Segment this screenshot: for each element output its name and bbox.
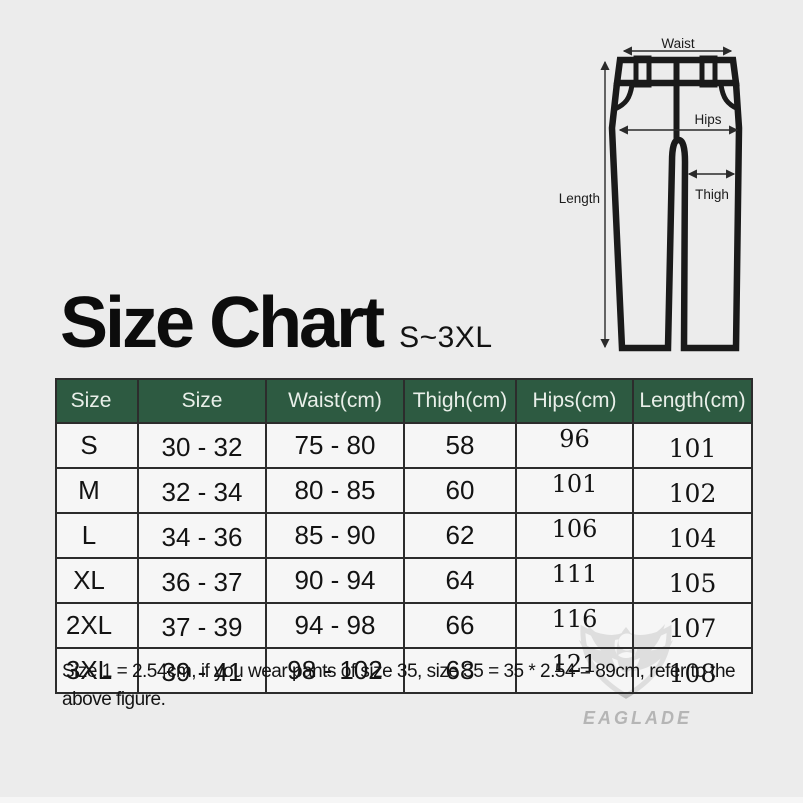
cell-size-range: 32 - 34	[137, 467, 267, 514]
cell-waist: 80 - 85	[265, 467, 405, 514]
cell-size-range: 39 - 41	[137, 647, 267, 694]
column-header-thigh: Thigh(cm)	[403, 378, 517, 424]
diagram-waist-label: Waist	[661, 36, 694, 51]
brand-name: EAGLADE	[583, 708, 693, 728]
cell-size-range: 30 - 32	[137, 422, 267, 469]
table-row-xl: XL 36 - 37 90 - 94 64 111 105	[55, 557, 753, 604]
cell-size: M	[55, 467, 139, 514]
cell-size-range: 36 - 37	[137, 557, 267, 604]
column-header-waist: Waist(cm)	[265, 378, 405, 424]
cell-hips: 101	[515, 467, 634, 514]
diagram-thigh-label: Thigh	[695, 187, 729, 202]
cell-waist: 94 - 98	[265, 602, 405, 649]
cell-size: XL	[55, 557, 139, 604]
title-block: Size Chart S~3XL	[60, 287, 493, 359]
table-row-m: M 32 - 34 80 - 85 60 101 102	[55, 467, 753, 514]
footnote: Size 1 = 2.54cm, if you wear pants of si…	[62, 658, 774, 714]
cell-length: 107	[632, 602, 753, 649]
column-header-hips: Hips(cm)	[515, 378, 634, 424]
cell-waist: 75 - 80	[265, 422, 405, 469]
measurement-arrows	[600, 46, 739, 349]
cell-length: 104	[632, 512, 753, 559]
cell-thigh: 66	[403, 602, 517, 649]
cell-length: 102	[632, 467, 753, 514]
cell-waist: 98 - 102	[265, 647, 405, 694]
cell-thigh: 60	[403, 467, 517, 514]
cell-thigh: 62	[403, 512, 517, 559]
cell-hips: 111	[515, 557, 634, 604]
table-header-row: Size Size Waist(cm) Thigh(cm) Hips(cm) L…	[55, 378, 753, 424]
table-row-3xl: 3XL 39 - 41 98 - 102 68 121 108	[55, 647, 753, 694]
size-table: Size Size Waist(cm) Thigh(cm) Hips(cm) L…	[55, 378, 753, 694]
cell-length: 108	[632, 647, 753, 694]
column-header-size-range: Size	[137, 378, 267, 424]
cell-thigh: 64	[403, 557, 517, 604]
page-title: Size Chart	[60, 283, 385, 363]
pants-outline	[608, 55, 743, 352]
cell-hips: 106	[515, 512, 634, 559]
table-row-l: L 34 - 36 85 - 90 62 106 104	[55, 512, 753, 559]
cell-size: 3XL	[55, 647, 139, 694]
cell-hips: 116	[515, 602, 634, 649]
table-row-2xl: 2XL 37 - 39 94 - 98 66 116 107	[55, 602, 753, 649]
cell-size: S	[55, 422, 139, 469]
pants-measurement-diagram: Waist Hips Thigh Length	[559, 36, 743, 352]
cell-size: L	[55, 512, 139, 559]
size-range-label: S~3XL	[399, 321, 493, 354]
cell-thigh: 68	[403, 647, 517, 694]
footnote-line-2: above figure.	[62, 689, 166, 710]
cell-waist: 90 - 94	[265, 557, 405, 604]
cell-length: 105	[632, 557, 753, 604]
diagram-hips-label: Hips	[694, 112, 721, 127]
cell-size-range: 34 - 36	[137, 512, 267, 559]
column-header-size: Size	[55, 378, 139, 424]
cell-thigh: 58	[403, 422, 517, 469]
diagram-length-label: Length	[559, 191, 600, 206]
footnote-line-1: Size 1 = 2.54cm, if you wear pants of si…	[62, 661, 736, 682]
cell-size-range: 37 - 39	[137, 602, 267, 649]
column-header-length: Length(cm)	[632, 378, 753, 424]
cell-hips: 96	[515, 422, 634, 469]
cell-hips: 121	[515, 647, 634, 694]
bottom-edge-strip	[0, 797, 803, 803]
cell-length: 101	[632, 422, 753, 469]
cell-waist: 85 - 90	[265, 512, 405, 559]
cell-size: 2XL	[55, 602, 139, 649]
table-row-s: S 30 - 32 75 - 80 58 96 101	[55, 422, 753, 469]
